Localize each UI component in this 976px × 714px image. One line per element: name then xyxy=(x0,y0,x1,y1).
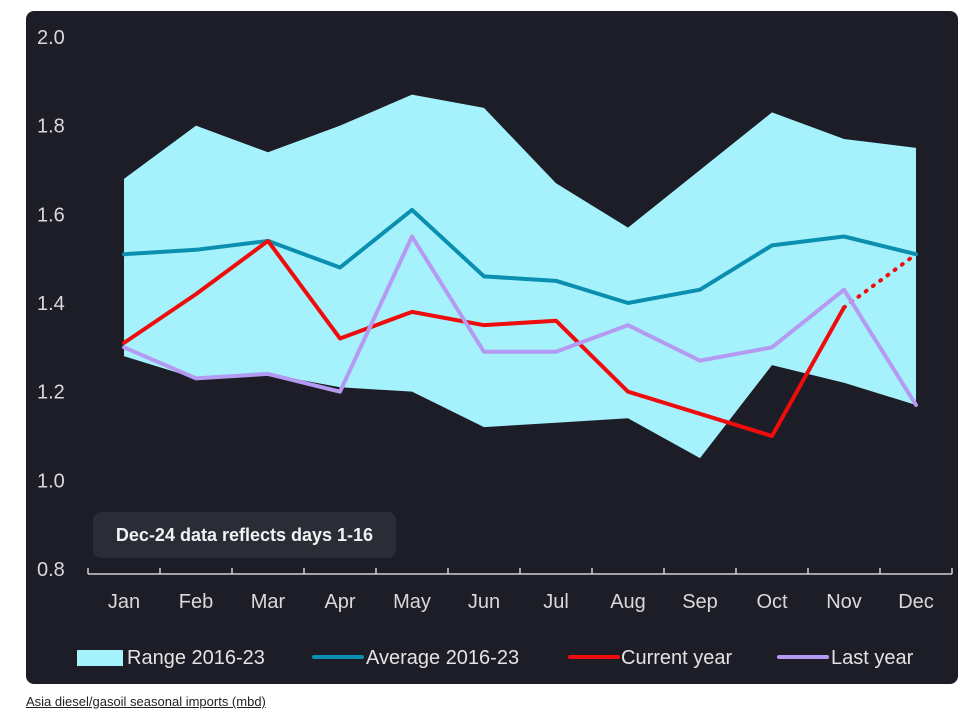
range-band xyxy=(124,94,916,459)
legend-label-current: Current year xyxy=(621,647,732,669)
series-layer xyxy=(122,207,918,438)
legend-label-average: Average 2016-23 xyxy=(366,647,519,669)
y-tick-label: 1.0 xyxy=(37,470,65,492)
legend: Range 2016-23 Average 2016-23 Current year… xyxy=(77,647,914,669)
range-layer xyxy=(124,94,916,459)
x-tick-label: Nov xyxy=(826,591,862,613)
series-line-last xyxy=(122,234,918,407)
series-line-current-partial xyxy=(842,252,918,310)
y-tick-label: 1.8 xyxy=(37,116,65,138)
legend-label-range: Range 2016-23 xyxy=(127,647,265,669)
x-tick-label: Sep xyxy=(682,591,718,613)
x-tick-label: Feb xyxy=(179,591,213,613)
y-tick-label: 1.2 xyxy=(37,382,65,404)
x-axis xyxy=(87,568,953,575)
legend-label-last: Last year xyxy=(831,647,914,669)
data-note-box: Dec-24 data reflects days 1-16 xyxy=(93,512,396,558)
y-tick-label: 1.4 xyxy=(37,293,65,315)
x-tick-label: Jul xyxy=(543,591,569,613)
x-tick-label: Apr xyxy=(324,591,355,613)
y-tick-label: 2.0 xyxy=(37,27,65,49)
chart-svg: 0.8 1.0 1.2 1.4 1.6 1.8 2.0 Jan Feb Mar Apr May Jun… xyxy=(37,27,953,669)
series-line-average xyxy=(122,207,918,305)
legend-swatch-range xyxy=(77,650,123,666)
x-axis-labels: Jan Feb Mar Apr May Jun Jul Aug Sep Oct Nov Dec xyxy=(108,591,934,613)
x-tick-label: Dec xyxy=(898,591,934,613)
x-tick-label: Aug xyxy=(610,591,646,613)
y-tick-label: 1.6 xyxy=(37,204,65,226)
x-tick-label: Mar xyxy=(251,591,286,613)
y-tick-label: 0.8 xyxy=(37,559,65,581)
x-tick-label: Oct xyxy=(756,591,788,613)
x-tick-label: May xyxy=(393,591,431,613)
chart-panel: 0.8 1.0 1.2 1.4 1.6 1.8 2.0 Jan Feb Mar Apr May Jun… xyxy=(26,11,958,684)
series-line-current xyxy=(122,238,846,438)
x-tick-label: Jun xyxy=(468,591,500,613)
y-axis-labels: 0.8 1.0 1.2 1.4 1.6 1.8 2.0 xyxy=(37,27,65,581)
chart-caption-link[interactable]: Asia diesel/gasoil seasonal imports (mbd… xyxy=(26,694,266,709)
x-tick-label: Jan xyxy=(108,591,140,613)
